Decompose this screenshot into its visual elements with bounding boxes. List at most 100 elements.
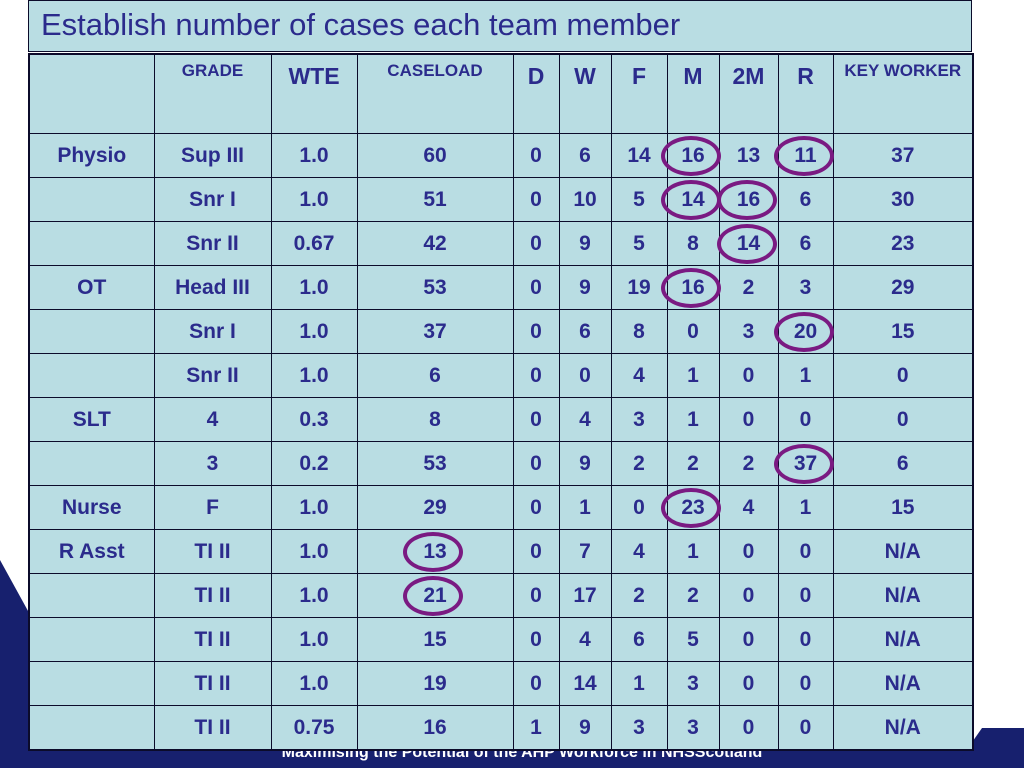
cell-value: 0.2 [299,451,329,475]
cell-value: 14 [736,231,761,255]
cell-wte: 1.0 [270,617,358,662]
cell-value: 1 [687,407,699,431]
cell-m: 1 [666,397,720,442]
cell-grade: TI II [153,705,272,751]
cell-team: Nurse [28,485,155,530]
table-row: Nurse F 1.0 29 0 1 0 23 4 1 15 [28,485,974,530]
cell-key-worker: 37 [832,133,974,178]
cell-w: 9 [558,705,612,751]
cell-r: 0 [777,617,834,662]
cell-f: 19 [610,265,668,310]
cell-value: 0 [530,451,542,475]
cell-value: 29 [423,495,447,519]
cell-value: Snr II [186,231,239,255]
cell-value: 15 [423,627,447,651]
cell-caseload: 21 [356,573,514,618]
cell-f: 14 [610,133,668,178]
cell-value: 0 [742,583,755,607]
cell-value: 20 [793,319,818,343]
cell-value: SLT [72,407,111,431]
cell-value: 37 [891,143,915,167]
table-body: Physio Sup III 1.0 60 0 6 14 16 13 11 37 Snr I 1.0 51… [28,133,974,751]
cell-value: 0 [742,539,755,563]
cell-wte: 0.2 [270,441,358,486]
cell-value: R Asst [58,539,125,563]
cell-key-worker: 0 [832,397,974,442]
cell-caseload: 60 [356,133,514,178]
cell-d: 0 [512,529,560,574]
cell-team [28,309,155,354]
cell-2m: 0 [718,617,779,662]
cell-key-worker: N/A [832,617,974,662]
cell-m: 3 [666,661,720,706]
cell-wte: 1.0 [270,529,358,574]
cell-w: 14 [558,661,612,706]
table-row: TI II 0.75 16 1 9 3 3 0 0 N/A [28,705,974,751]
cell-value: 0 [530,319,542,343]
cell-team [28,573,155,618]
cell-value: 0 [687,319,699,343]
cell-value: 2 [633,451,645,475]
cell-m: 2 [666,441,720,486]
cell-value: 30 [891,187,915,211]
cell-value: 16 [681,143,705,167]
cell-value: TI II [194,715,231,739]
cell-value: 9 [579,715,591,739]
cell-value: 0 [742,671,755,695]
cell-caseload: 51 [356,177,514,222]
cell-2m: 0 [718,661,779,706]
cell-value: 3 [687,715,699,739]
cell-d: 0 [512,573,560,618]
cell-value: 53 [423,275,447,299]
cell-value: 6 [579,143,591,167]
cell-w: 6 [558,133,612,178]
cell-value: 2 [742,275,755,299]
cell-value: 0 [896,363,909,387]
cell-2m: 2 [718,441,779,486]
cell-d: 0 [512,309,560,354]
cell-value: 3 [206,451,219,475]
cell-f: 0 [610,485,668,530]
cell-value: 1.0 [299,143,329,167]
cell-value: N/A [884,627,921,651]
cell-grade: Snr II [153,221,272,266]
cell-2m: 13 [718,133,779,178]
cell-w: 7 [558,529,612,574]
cell-value: 16 [736,187,761,211]
cell-f: 6 [610,617,668,662]
cell-w: 4 [558,617,612,662]
title-box: Establish number of cases each team memb… [28,0,972,52]
cell-grade: Snr I [153,177,272,222]
cell-d: 0 [512,441,560,486]
header-team [28,53,155,134]
cell-value: 15 [891,319,915,343]
cell-value: 1.0 [299,539,329,563]
cell-value: 1 [687,539,699,563]
cell-caseload: 15 [356,617,514,662]
cell-value: N/A [884,583,921,607]
cell-team: SLT [28,397,155,442]
cell-m: 2 [666,573,720,618]
cell-value: 21 [423,583,447,607]
cell-value: 0.75 [293,715,335,739]
cell-value: 4 [742,495,755,519]
cell-value: 4 [206,407,219,431]
cell-value: OT [77,275,107,299]
cell-value: N/A [884,671,921,695]
cell-2m: 3 [718,309,779,354]
cell-value: 13 [423,539,447,563]
cell-wte: 0.67 [270,221,358,266]
cell-d: 0 [512,353,560,398]
cell-value: Snr I [189,187,236,211]
cell-w: 6 [558,309,612,354]
cell-value: 6 [799,187,812,211]
cell-value: 1 [579,495,591,519]
cell-value: 0 [633,495,645,519]
cell-f: 5 [610,177,668,222]
cell-value: 9 [579,231,591,255]
cell-caseload: 53 [356,441,514,486]
cell-wte: 0.3 [270,397,358,442]
cell-caseload: 8 [356,397,514,442]
cell-value: 17 [573,583,597,607]
cell-key-worker: N/A [832,661,974,706]
